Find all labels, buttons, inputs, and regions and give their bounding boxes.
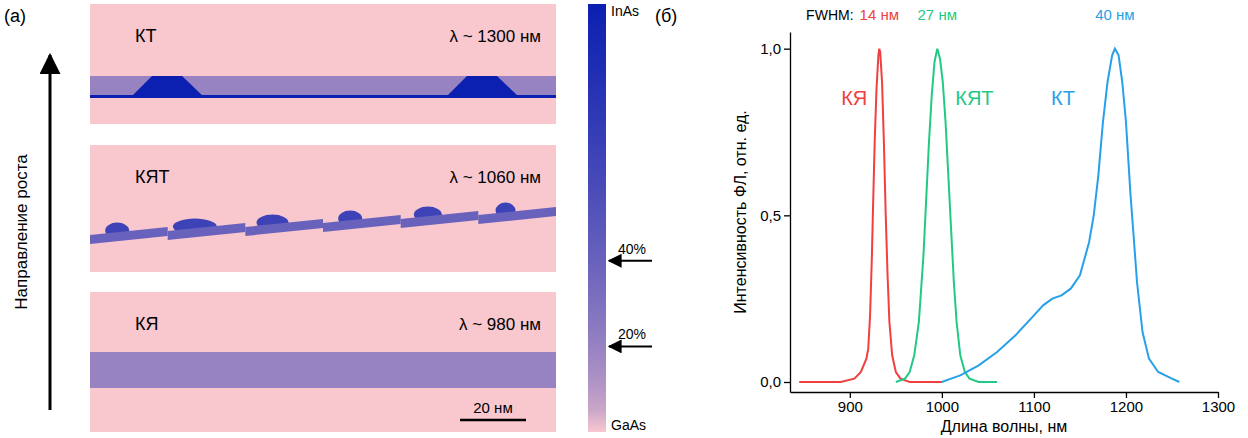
structure-label: КЯ: [135, 314, 158, 334]
tick: 0,5: [760, 207, 790, 224]
tick: 1300: [1202, 392, 1235, 415]
panel-letter: (a): [4, 6, 26, 26]
structure-label: КТ: [135, 26, 156, 46]
structure: КЯТ λ ~ 1060 нм: [90, 145, 556, 272]
axis-line: [791, 392, 1219, 393]
wavelength-label: λ ~ 980 нм: [459, 315, 541, 334]
series-label: КЯ: [841, 87, 867, 109]
structure-box: [90, 292, 556, 432]
labels: 14 нм КЯ 27 нм КЯТ 40 нм КТ FWHM:: [806, 6, 1135, 109]
growth-arrow: [49, 55, 52, 410]
tick: 900: [838, 392, 863, 415]
structure-box: [90, 145, 556, 272]
scale-bar-label: 20 нм: [473, 399, 512, 416]
wavelength-label: λ ~ 1060 нм: [450, 168, 542, 187]
tick-label: 1300: [1202, 398, 1235, 415]
tick: 1000: [926, 392, 959, 415]
structure-box: [90, 4, 556, 124]
colorbar-marker-label: 20%: [618, 326, 646, 342]
quantum-dot: [445, 76, 520, 98]
tick-mark: [784, 382, 790, 383]
structure: 20 нм КЯ λ ~ 980 нм: [90, 292, 556, 432]
series-label: КТ: [1051, 87, 1075, 109]
tick-mark: [784, 215, 790, 216]
fwhm-label: 40 нм: [1095, 6, 1134, 23]
colorbar-marker: [609, 345, 652, 347]
dash-segment: [401, 211, 479, 228]
tick: 0,0: [760, 373, 790, 390]
wavelength-label: λ ~ 1300 нм: [450, 27, 542, 46]
tick-label: 900: [838, 398, 863, 415]
tick-label: 1100: [1018, 398, 1050, 415]
scale-bar: [460, 419, 526, 422]
structure-layers: [90, 76, 556, 98]
structure: КТ λ ~ 1300 нм: [90, 4, 556, 124]
spectrum-line: [799, 49, 942, 382]
fwhm-label: 14 нм: [860, 6, 899, 23]
panel-a: (a) Направление роста КТ λ ~ 1300 нм КЯТ λ ~ …: [4, 3, 652, 433]
plot-area: [799, 49, 1179, 382]
panel-letter: (б): [655, 6, 677, 26]
structure-layers: [90, 352, 556, 388]
colorbar-bottom-label: GaAs: [611, 417, 646, 433]
spectrum-line: [942, 49, 1179, 382]
quantum-dot: [130, 76, 205, 98]
colorbar: [588, 4, 606, 432]
tick-label: 1200: [1110, 398, 1143, 415]
structure-layers: [90, 203, 556, 244]
axis-line: [790, 33, 791, 393]
dash-segment: [168, 223, 246, 240]
y-axis: 0,0 0,5 1,0: [760, 33, 790, 393]
tick-label: 0,0: [760, 373, 781, 390]
tick-label: 1,0: [760, 40, 781, 57]
x-axis: 900 1000 1100 1200 1300: [791, 392, 1236, 415]
growth-label: Направление роста: [12, 154, 31, 310]
y-axis-title: Интенсивность ФЛ, отн. ед.: [732, 110, 749, 313]
colorbar-marker-label: 40%: [618, 241, 646, 257]
dash-segment: [245, 219, 323, 236]
fwhm-label: 27 нм: [918, 6, 957, 23]
dash-segment: [90, 227, 168, 244]
tick-mark: [784, 49, 790, 50]
tick: 1,0: [760, 40, 790, 57]
dash-segment: [478, 207, 556, 224]
annotation: FWHM:: [806, 7, 853, 23]
tick: 1200: [1110, 392, 1143, 415]
spectrum-line: [896, 49, 997, 382]
tick: 1100: [1018, 392, 1050, 415]
tick-label: 0,5: [760, 207, 781, 224]
x-axis-title: Длина волны, нм: [941, 418, 1068, 435]
panel-b: (б) 900 1000 1100 1200 1300 0,0 0,5 1,0 Длина вол…: [655, 6, 1235, 435]
tick-label: 1000: [926, 398, 959, 415]
colorbar-top-label: InAs: [611, 3, 639, 19]
colorbar-marker: [609, 260, 652, 262]
quantum-well: [90, 352, 556, 388]
series-label: КЯТ: [955, 87, 993, 109]
structure-label: КЯТ: [135, 167, 169, 187]
figure: (a) Направление роста КТ λ ~ 1300 нм КЯТ λ ~ …: [0, 0, 1248, 438]
dash-segment: [323, 215, 401, 232]
